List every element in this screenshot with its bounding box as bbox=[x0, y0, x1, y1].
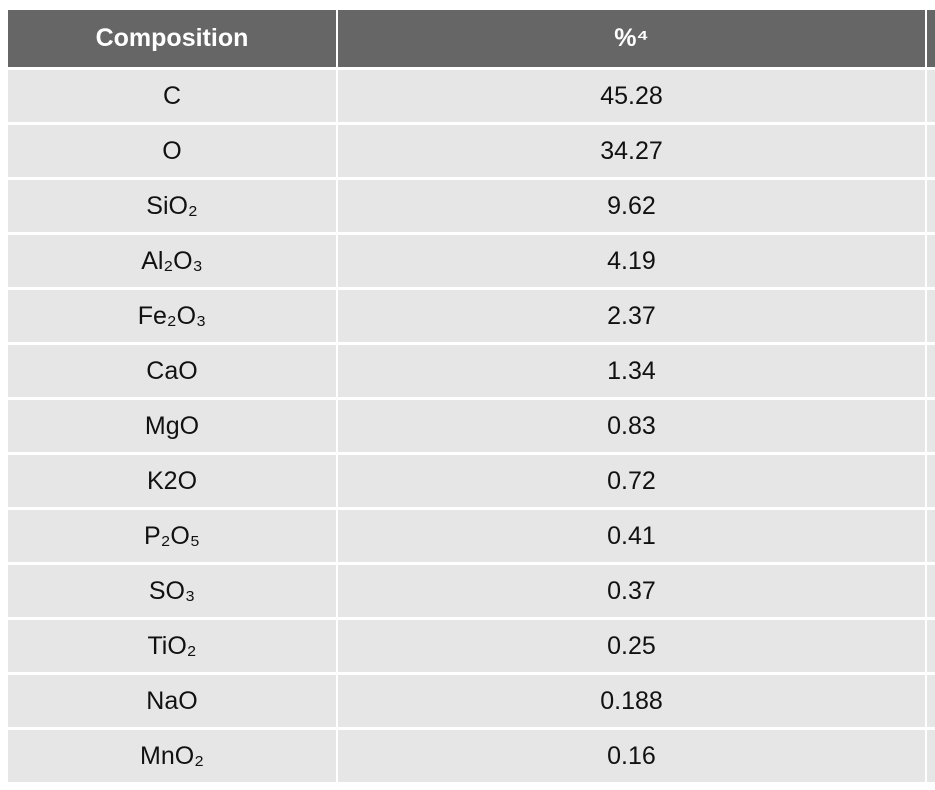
percent-cell: 45.28 bbox=[338, 70, 925, 122]
composition-cell: Al₂O₃ bbox=[8, 235, 336, 287]
row-edge bbox=[927, 235, 935, 287]
composition-cell: SiO₂ bbox=[8, 180, 336, 232]
row-edge bbox=[927, 180, 935, 232]
composition-cell: O bbox=[8, 125, 336, 177]
row-edge bbox=[927, 675, 935, 727]
percent-cell: 34.27 bbox=[338, 125, 925, 177]
percent-cell: 2.37 bbox=[338, 290, 925, 342]
percent-cell: 4.19 bbox=[338, 235, 925, 287]
percent-cell: 0.41 bbox=[338, 510, 925, 562]
row-edge bbox=[927, 455, 935, 507]
row-edge bbox=[927, 565, 935, 617]
row-edge bbox=[927, 125, 935, 177]
percent-cell: 0.72 bbox=[338, 455, 925, 507]
percent-cell: 1.34 bbox=[338, 345, 925, 397]
header-edge bbox=[927, 10, 935, 67]
composition-cell: K2O bbox=[8, 455, 336, 507]
percent-cell: 0.25 bbox=[338, 620, 925, 672]
percent-cell: 0.37 bbox=[338, 565, 925, 617]
composition-cell: C bbox=[8, 70, 336, 122]
row-edge bbox=[927, 510, 935, 562]
row-edge bbox=[927, 730, 935, 782]
row-edge bbox=[927, 620, 935, 672]
row-edge bbox=[927, 70, 935, 122]
header-cell: %⁴ bbox=[338, 10, 925, 67]
percent-cell: 0.16 bbox=[338, 730, 925, 782]
header-cell: Composition bbox=[8, 10, 336, 67]
composition-cell: NaO bbox=[8, 675, 336, 727]
composition-cell: MnO₂ bbox=[8, 730, 336, 782]
composition-cell: CaO bbox=[8, 345, 336, 397]
row-edge bbox=[927, 290, 935, 342]
row-edge bbox=[927, 345, 935, 397]
percent-cell: 0.188 bbox=[338, 675, 925, 727]
composition-cell: Fe₂O₃ bbox=[8, 290, 336, 342]
composition-cell: SO₃ bbox=[8, 565, 336, 617]
composition-cell: P₂O₅ bbox=[8, 510, 336, 562]
composition-cell: TiO₂ bbox=[8, 620, 336, 672]
percent-cell: 9.62 bbox=[338, 180, 925, 232]
row-edge bbox=[927, 400, 935, 452]
composition-cell: MgO bbox=[8, 400, 336, 452]
table: Composition %⁴ C 45.28 O 34.27 SiO₂ 9.62 Al₂O₃ 4.… bbox=[8, 10, 935, 782]
percent-cell: 0.83 bbox=[338, 400, 925, 452]
